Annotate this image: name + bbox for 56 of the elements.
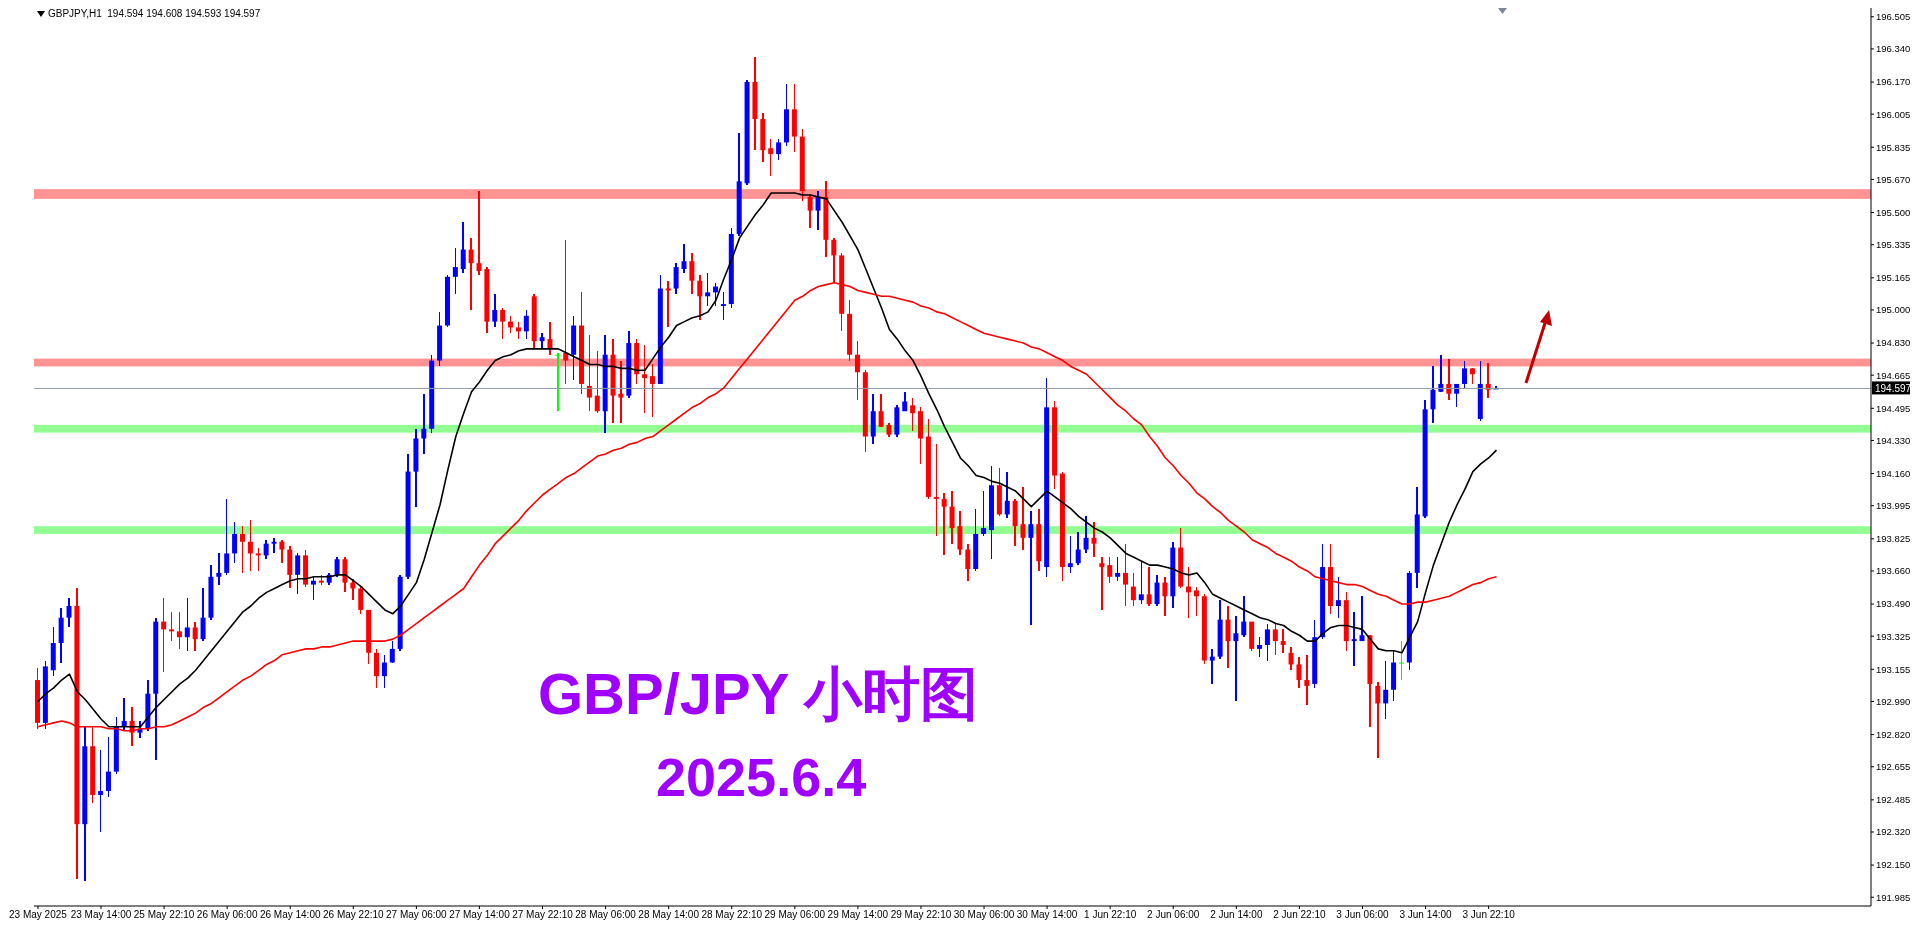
x-tick-label: 2 Jun 06:00 xyxy=(1147,909,1200,921)
x-tick-label: 29 May 14:00 xyxy=(827,909,889,921)
text: GBP/JPY 小时图 xyxy=(538,660,979,728)
y-tick-label: 194.830 xyxy=(1876,337,1911,349)
x-tick-label: 27 May 14:00 xyxy=(449,909,511,921)
x-tick-label: 28 May 22:10 xyxy=(701,909,763,921)
x-tick-label: 25 May 22:10 xyxy=(133,909,195,921)
y-tick-label: 192.820 xyxy=(1876,728,1911,740)
y-tick-label: 194.330 xyxy=(1876,434,1911,446)
y-tick-label: 193.825 xyxy=(1876,533,1911,545)
x-tick-label: 28 May 06:00 xyxy=(575,909,637,921)
y-tick-label: 195.670 xyxy=(1876,173,1911,185)
x-tick-label: 29 May 06:00 xyxy=(764,909,826,921)
x-tick-label: 26 May 22:10 xyxy=(323,909,385,921)
y-tick-label: 195.835 xyxy=(1876,141,1911,153)
y-tick-label: 192.485 xyxy=(1876,794,1911,806)
y-tick-label: 194.495 xyxy=(1876,402,1911,414)
x-tick-label: 30 May 14:00 xyxy=(1016,909,1078,921)
y-tick-label: 196.505 xyxy=(1876,11,1911,23)
y-tick-label: 194.665 xyxy=(1876,369,1911,381)
y-tick-label: 194.160 xyxy=(1876,467,1911,479)
y-tick-label: 195.335 xyxy=(1876,239,1911,251)
text: 2025.6.4 xyxy=(656,746,867,808)
x-tick-label: 3 Jun 14:00 xyxy=(1399,909,1453,921)
y-tick-label: 193.995 xyxy=(1876,500,1911,512)
y-tick-label: 193.660 xyxy=(1876,565,1911,577)
ref-line-label: 194.597 xyxy=(1875,382,1912,394)
y-tick-label: 192.655 xyxy=(1876,761,1911,773)
x-tick-label: 29 May 22:10 xyxy=(890,909,952,921)
x-tick-label: 3 Jun 06:00 xyxy=(1336,909,1390,921)
y-tick-label: 192.320 xyxy=(1876,826,1911,838)
x-tick-label: 23 May 14:00 xyxy=(70,909,132,921)
y-tick-label: 192.990 xyxy=(1876,695,1911,707)
y-tick-label: 195.165 xyxy=(1876,272,1911,284)
y-tick-label: 196.340 xyxy=(1876,43,1911,55)
x-tick-label: 27 May 06:00 xyxy=(386,909,448,921)
x-tick-label: 23 May 2025 xyxy=(9,909,68,921)
x-tick-label: 28 May 14:00 xyxy=(638,909,700,921)
x-tick-label: 26 May 06:00 xyxy=(196,909,258,921)
y-tick-label: 196.005 xyxy=(1876,108,1911,120)
y-tick-label: 193.490 xyxy=(1876,598,1911,610)
y-tick-label: 193.325 xyxy=(1876,630,1911,642)
x-tick-label: 2 Jun 14:00 xyxy=(1210,909,1263,921)
x-tick-label: 27 May 22:10 xyxy=(512,909,574,921)
x-tick-label: 30 May 06:00 xyxy=(953,909,1015,921)
annotation: GBPJPY,H1 194.594 194.608 194.593 194.597 xyxy=(48,8,261,19)
y-tick-label: 192.150 xyxy=(1876,859,1911,871)
y-tick-label: 195.500 xyxy=(1876,206,1911,218)
x-tick-label: 1 Jun 22:10 xyxy=(1084,909,1137,921)
x-tick-label: 3 Jun 22:10 xyxy=(1462,909,1516,921)
y-tick-label: 196.170 xyxy=(1876,76,1911,88)
y-tick-label: 193.155 xyxy=(1876,663,1911,675)
y-tick-label: 195.000 xyxy=(1876,304,1911,316)
x-tick-label: 26 May 14:00 xyxy=(259,909,321,921)
x-tick-label: 2 Jun 22:10 xyxy=(1273,909,1326,921)
y-tick-label: 191.985 xyxy=(1876,891,1911,903)
